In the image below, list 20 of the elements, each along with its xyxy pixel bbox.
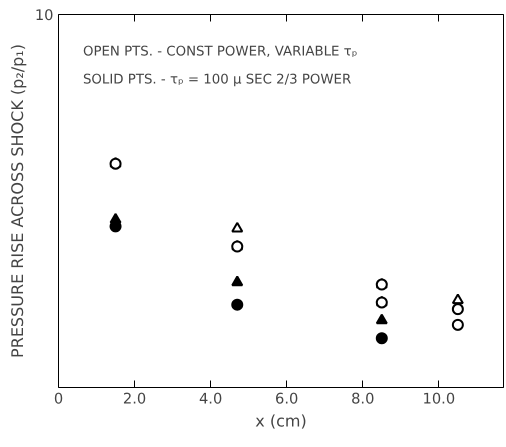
x-tick-label: 0 — [54, 390, 64, 408]
point — [376, 314, 388, 324]
x-tick-label: 2.0 — [122, 390, 146, 408]
x-tick-label: 6.0 — [275, 390, 298, 408]
point — [231, 222, 244, 232]
point — [452, 318, 464, 331]
x-axis-title: x (cm) — [255, 412, 307, 430]
text: OPEN PTS. - CONST POWER, VARIABLE τₚ — [82, 44, 358, 60]
x-tick-label: 4.0 — [198, 390, 222, 408]
y-axis-title: PRESSURE RISE ACROSS SHOCK (p₂/p₁) — [8, 44, 27, 358]
point — [452, 293, 464, 304]
point — [452, 303, 464, 316]
point — [231, 298, 244, 311]
text: SOLID PTS. - τₚ = 100 μ SEC 2/3 POWER — [82, 72, 352, 88]
point — [231, 276, 244, 286]
point — [376, 332, 388, 344]
point — [376, 278, 388, 291]
text: 10 — [34, 7, 54, 24]
x-tick-label: 10.0 — [422, 390, 456, 408]
x-tick-label: 8.0 — [351, 390, 374, 408]
